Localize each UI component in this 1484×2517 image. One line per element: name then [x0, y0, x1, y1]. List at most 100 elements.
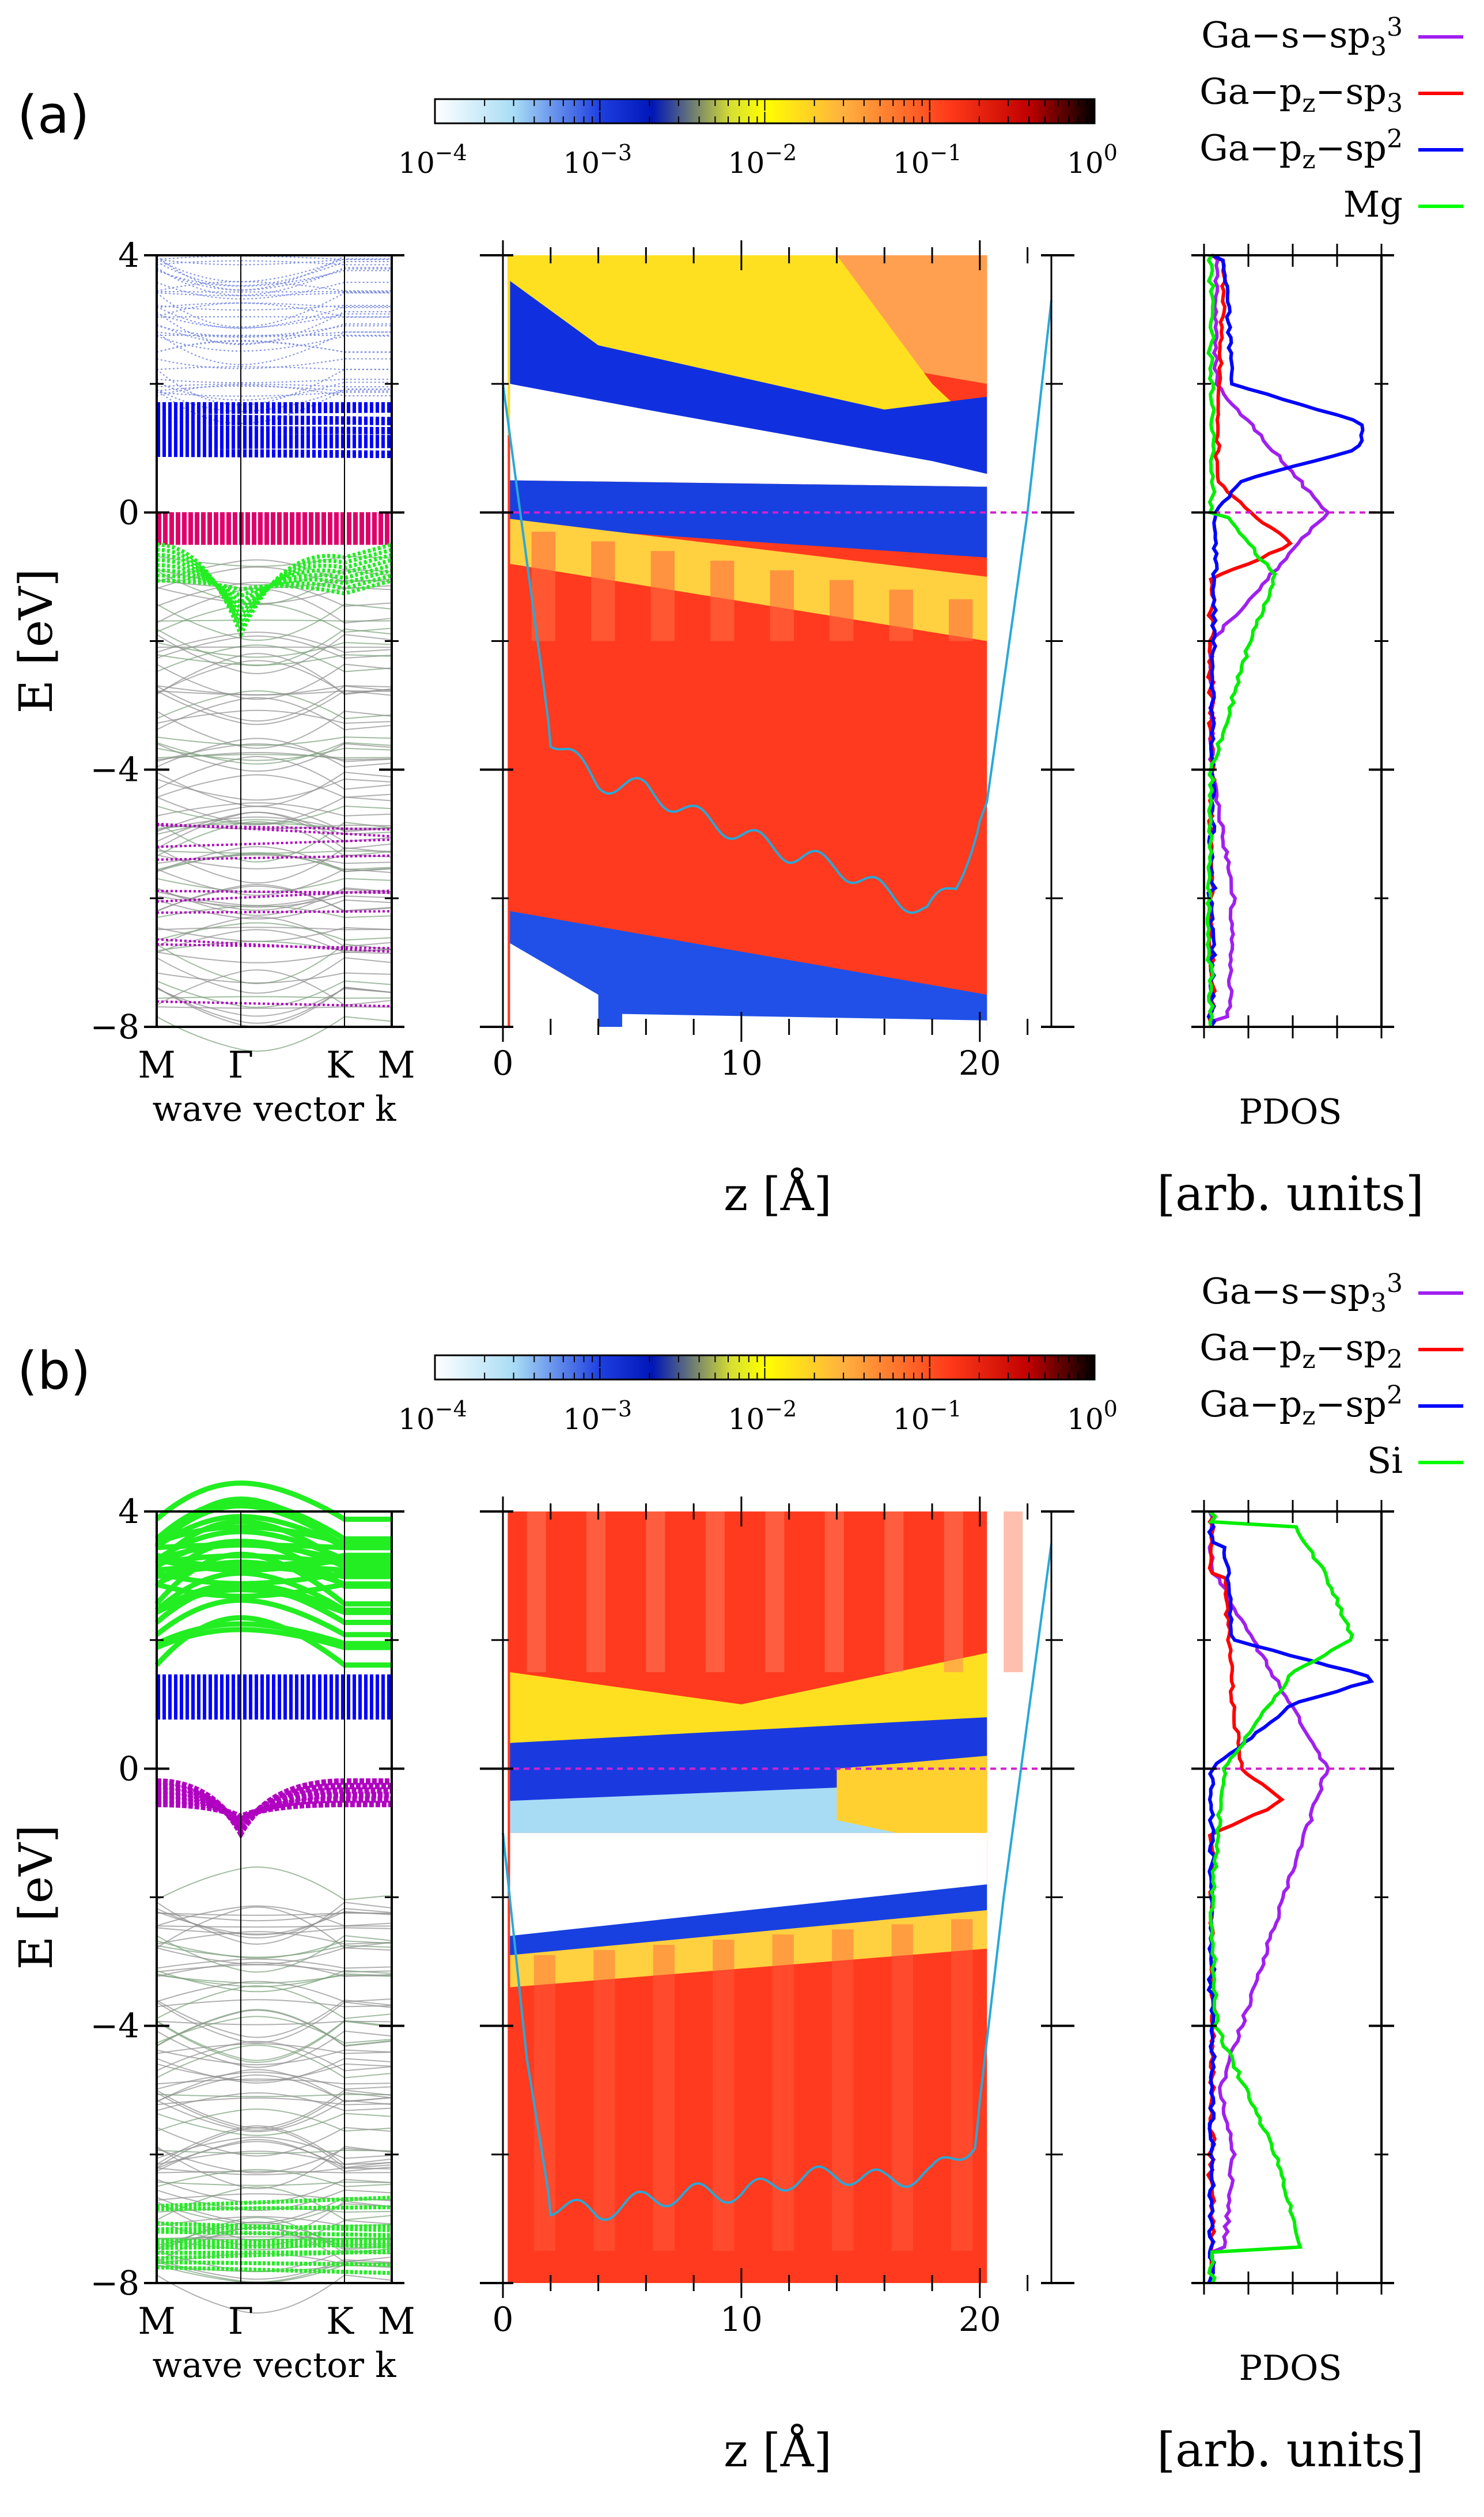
y-tick-label: −8: [90, 2263, 140, 2303]
band-ga-pz-sp2: [156, 448, 392, 455]
k-point-label: Γ: [228, 2300, 253, 2343]
panel-label: (a): [17, 85, 89, 145]
band-line-core: [156, 2274, 392, 2314]
band-line-core: [156, 1016, 392, 1052]
band-edge-profile: [502, 300, 1053, 914]
legend: Ga−s−sp33 Ga−pz−sp2 Ga−pz−sp2 Si: [1199, 1269, 1463, 1482]
ldos-x-tick-label: 10: [720, 1044, 763, 1083]
band-line-upper: [156, 255, 392, 291]
ldos-stripe-top: [944, 1511, 963, 1672]
pdos-curve-3: [1207, 1510, 1354, 2284]
k-point-label: M: [377, 2300, 415, 2343]
k-point-label: Γ: [228, 1044, 253, 1087]
band-line-core: [156, 2089, 392, 2129]
band-si-deep: [156, 2238, 392, 2250]
band-ga-pz-sp2: [156, 425, 392, 432]
band-mg: [156, 573, 392, 599]
ldos-vb-blue: [510, 480, 987, 558]
band-line-core: [156, 690, 392, 725]
colorbar-tick-label: 10−1: [893, 140, 962, 180]
ldos-stripe: [830, 580, 854, 641]
ldos-stripe-top: [646, 1511, 665, 1672]
band-line-core: [156, 2001, 392, 2043]
ldos-stripe-top: [824, 1511, 844, 1672]
band-line-core: [156, 811, 392, 850]
ldos-x-axis-label: z [Å]: [724, 2423, 832, 2477]
ldos-stripe: [591, 541, 615, 641]
y-tick-label: 4: [118, 1492, 139, 1531]
band-ga-pz-sp2: [156, 440, 392, 445]
band-mg: [156, 568, 392, 606]
ldos-stripe: [832, 1929, 854, 2251]
k-point-label: M: [138, 1044, 176, 1087]
band-si-deep: [156, 2221, 392, 2232]
band-line-core: [156, 1902, 392, 1945]
band-line-core: [156, 957, 392, 994]
band-ga-pz-sp2: [156, 443, 392, 449]
ldos-heatmap: 0 10 20 z [Å]: [480, 240, 1074, 1221]
ldos-stripe: [713, 1940, 735, 2251]
band-line-core: [156, 2009, 392, 2046]
ldos-stripe-top: [884, 1511, 904, 1672]
y-tick-label: −4: [90, 750, 140, 789]
band-line-core: [156, 986, 392, 1027]
band-line-core: [156, 822, 392, 863]
band-line-upper: [156, 389, 392, 424]
pdos-units-label: [arb. units]: [1157, 1167, 1424, 1222]
k-point-label: M: [138, 2300, 176, 2343]
y-axis-label: E [eV]: [9, 1825, 63, 1970]
band-line-upper: [156, 331, 392, 365]
band-line-core: [156, 603, 392, 641]
ldos-stripe: [653, 1945, 675, 2251]
band-line-core: [156, 1935, 392, 1973]
ldos-vb-yellow: [510, 1910, 987, 1987]
legend-label-1: Ga−pz−sp2: [1199, 1326, 1403, 1374]
band-line-core: [156, 660, 392, 694]
band-ga-pz-sp2: [156, 433, 392, 440]
band-line-core: [156, 847, 392, 884]
legend: Ga−s−sp33 Ga−pz−sp3 Ga−pz−sp2 Mg: [1199, 13, 1463, 225]
ldos-stripe: [593, 1949, 615, 2251]
k-point-label: K: [326, 2300, 354, 2343]
band-mg: [156, 563, 392, 613]
colorbar-tick-label: 10−3: [563, 1396, 632, 1436]
ldos-stripe: [770, 570, 794, 641]
ldos-gap: [510, 384, 987, 487]
band-ga-pz-sp2: [156, 452, 392, 459]
colorbar-tick-label: 10−1: [893, 1396, 962, 1436]
legend-label-3: Si: [1367, 1439, 1403, 1482]
ldos-x-tick-label: 10: [720, 2300, 763, 2339]
band-mg: [156, 553, 392, 626]
ldos-stripe-top: [705, 1511, 725, 1672]
pdos-curve-0: [1207, 1510, 1330, 2284]
colorbar-tick-label: 10−2: [728, 1396, 797, 1436]
band-line-core: [156, 1985, 392, 2019]
ldos-stripe: [533, 1955, 556, 2251]
ldos-yellow-right: [836, 1756, 987, 1853]
pdos-plot: PDOS [arb. units]: [1157, 244, 1424, 1222]
panel-label: (b): [17, 1341, 90, 1401]
pdos-units-label: [arb. units]: [1157, 2423, 1424, 2478]
band-line-core: [156, 1906, 392, 1949]
colorbar-tick-label: 10−2: [728, 140, 797, 180]
band-line-core: [156, 697, 392, 731]
band-line-core: [156, 588, 392, 624]
band-si: [154, 1496, 392, 1551]
ldos-vb-yellow: [510, 519, 987, 641]
band-si: [155, 1480, 392, 1522]
ldos-stripe: [949, 599, 973, 641]
band-line-core: [156, 2201, 392, 2241]
ldos-stripe: [710, 561, 735, 641]
ldos-stripe-top: [765, 1511, 785, 1672]
ldos-x-axis-label: z [Å]: [724, 1167, 832, 1221]
colorbar: 10−4 10−3 10−2 10−1 100: [398, 98, 1118, 180]
band-line-core: [156, 634, 392, 674]
band-line-core: [156, 2146, 392, 2190]
ldos-stripe-top: [1004, 1511, 1023, 1672]
band-line-core: [156, 2099, 392, 2133]
colorbar-tick-label: 100: [1067, 140, 1118, 180]
band-line-core: [156, 2020, 392, 2063]
